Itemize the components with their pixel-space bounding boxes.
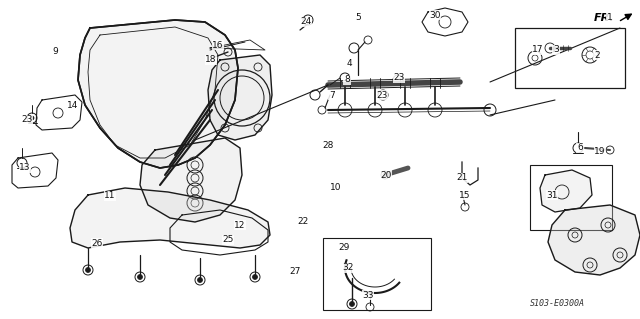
Circle shape xyxy=(30,116,34,120)
Text: 30: 30 xyxy=(429,11,441,19)
Text: S103-E0300A: S103-E0300A xyxy=(530,299,585,308)
Polygon shape xyxy=(70,188,270,248)
Text: 24: 24 xyxy=(300,18,312,26)
Text: 8: 8 xyxy=(344,76,350,85)
Text: 27: 27 xyxy=(289,268,301,277)
Text: FR.: FR. xyxy=(595,13,615,23)
Text: 23: 23 xyxy=(394,73,404,83)
Text: 10: 10 xyxy=(330,182,342,191)
Text: 21: 21 xyxy=(456,174,468,182)
Text: 26: 26 xyxy=(92,239,102,248)
Text: 23: 23 xyxy=(21,115,33,124)
Bar xyxy=(323,238,431,310)
Text: 5: 5 xyxy=(355,13,361,23)
Text: 16: 16 xyxy=(212,41,224,49)
Text: 18: 18 xyxy=(205,56,217,64)
Text: 1: 1 xyxy=(607,13,613,23)
Text: 28: 28 xyxy=(323,140,333,150)
Text: 4: 4 xyxy=(346,58,352,68)
Polygon shape xyxy=(548,205,640,275)
Text: 31: 31 xyxy=(547,190,557,199)
Text: 13: 13 xyxy=(19,164,31,173)
Text: 32: 32 xyxy=(342,263,354,272)
Text: 14: 14 xyxy=(67,100,79,109)
Text: 12: 12 xyxy=(234,220,246,229)
Bar xyxy=(530,165,612,230)
Text: 2: 2 xyxy=(594,50,600,60)
Text: 33: 33 xyxy=(362,291,374,300)
Polygon shape xyxy=(140,138,242,222)
Text: 23: 23 xyxy=(376,91,388,100)
Text: 22: 22 xyxy=(298,218,308,226)
Text: 25: 25 xyxy=(222,235,234,244)
Text: 19: 19 xyxy=(595,147,605,157)
Polygon shape xyxy=(540,170,592,212)
Polygon shape xyxy=(78,20,238,168)
Text: 3: 3 xyxy=(553,46,559,55)
Circle shape xyxy=(198,278,202,283)
Circle shape xyxy=(253,275,257,279)
Circle shape xyxy=(86,268,90,272)
Circle shape xyxy=(138,275,143,279)
Text: 6: 6 xyxy=(577,144,583,152)
Text: 9: 9 xyxy=(52,48,58,56)
Text: 15: 15 xyxy=(460,190,471,199)
Polygon shape xyxy=(208,55,272,140)
Text: 11: 11 xyxy=(104,191,116,201)
Text: 7: 7 xyxy=(329,91,335,100)
Bar xyxy=(515,28,625,88)
Text: 29: 29 xyxy=(339,242,349,251)
Text: 17: 17 xyxy=(532,46,544,55)
Text: 20: 20 xyxy=(380,170,392,180)
Circle shape xyxy=(349,301,355,307)
